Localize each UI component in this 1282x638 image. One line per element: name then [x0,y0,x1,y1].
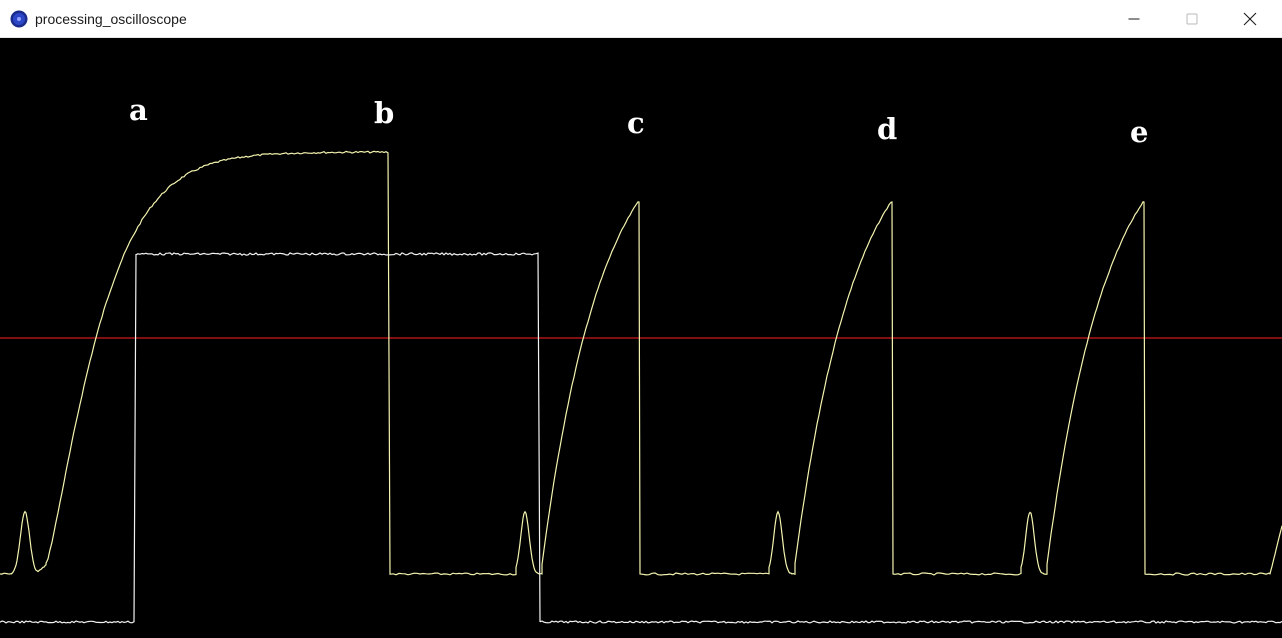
minimize-icon [1128,18,1140,20]
marker-d: d [877,112,898,146]
marker-b: b [374,96,395,130]
white-trace [0,252,1282,624]
minimize-button[interactable] [1105,0,1163,38]
close-button[interactable] [1221,0,1279,38]
oscilloscope-plot [0,150,1282,624]
yellow-trace [0,150,1282,576]
window-title: processing_oscilloscope [35,11,187,27]
title-bar[interactable]: processing_oscilloscope [0,0,1282,38]
maximize-button[interactable] [1163,0,1221,38]
marker-c: c [627,106,645,140]
marker-a: a [129,93,148,127]
processing-app-icon [10,10,28,28]
marker-e: e [1130,115,1149,149]
close-icon [1243,12,1257,26]
oscilloscope-canvas[interactable]: a b c d e [0,38,1282,638]
maximize-icon [1186,13,1198,25]
